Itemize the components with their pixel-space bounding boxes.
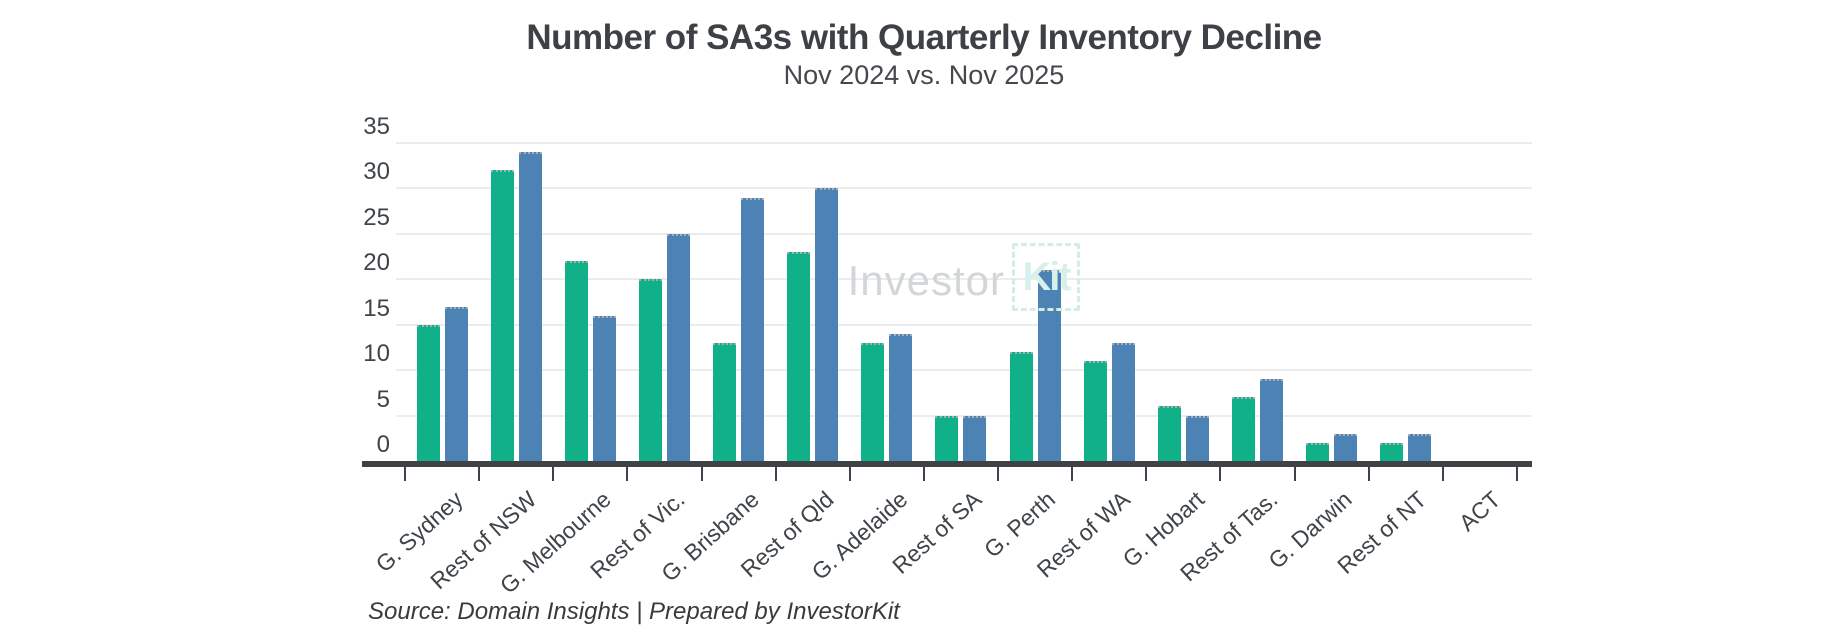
bar-nov2024-g-perth bbox=[1009, 351, 1033, 463]
x-axis-tick bbox=[774, 467, 777, 481]
y-axis-tick-label: 15 bbox=[363, 294, 390, 322]
x-axis-line bbox=[362, 461, 1532, 467]
y-axis-tick-label: 5 bbox=[376, 385, 390, 413]
bar-nov2024-g-melbourne bbox=[564, 261, 588, 463]
x-axis-tick bbox=[700, 467, 703, 481]
x-axis-tick bbox=[922, 467, 925, 481]
x-axis-tick bbox=[848, 467, 851, 481]
gridline-y-10 bbox=[396, 369, 1532, 372]
bar-nov2025-rest-of-qld bbox=[815, 188, 839, 463]
x-axis-tick bbox=[1367, 467, 1370, 481]
x-axis-tick bbox=[626, 467, 629, 481]
bar-nov2025-rest-of-nsw bbox=[518, 152, 542, 463]
source-note: Source: Domain Insights | Prepared by In… bbox=[368, 598, 900, 625]
bar-nov2025-g-melbourne bbox=[592, 315, 616, 463]
bar-nov2024-g-hobart bbox=[1157, 406, 1181, 463]
y-axis-tick-label: 30 bbox=[363, 158, 390, 186]
gridline-y-20 bbox=[396, 278, 1532, 281]
bar-nov2025-g-perth bbox=[1037, 270, 1061, 463]
bar-nov2024-rest-of-sa bbox=[935, 415, 959, 463]
x-axis-tick bbox=[1219, 467, 1222, 481]
x-axis-tick bbox=[1145, 467, 1148, 481]
bar-nov2025-rest-of-nt bbox=[1408, 433, 1432, 463]
x-axis-tick bbox=[1441, 467, 1444, 481]
y-axis-tick-label: 0 bbox=[376, 431, 390, 458]
bar-nov2025-g-adelaide bbox=[889, 333, 913, 463]
chart-subtitle: Nov 2024 vs. Nov 2025 bbox=[783, 60, 1065, 90]
bar-nov2024-rest-of-wa bbox=[1083, 361, 1107, 463]
x-axis-tick bbox=[478, 467, 481, 481]
gridline-y-30 bbox=[396, 187, 1532, 190]
bar-nov2024-g-sydney bbox=[416, 324, 440, 463]
chart-title: Number of SA3s with Quarterly Inventory … bbox=[526, 18, 1322, 57]
bar-nov2024-g-adelaide bbox=[861, 342, 885, 463]
bar-nov2024-g-darwin bbox=[1306, 442, 1330, 463]
bar-nov2024-rest-of-qld bbox=[787, 252, 811, 463]
y-axis-tick-label: 35 bbox=[363, 112, 390, 140]
x-axis-tick bbox=[997, 467, 1000, 481]
bar-nov2024-rest-of-vic- bbox=[638, 279, 662, 463]
y-axis-tick-label: 25 bbox=[363, 203, 390, 231]
x-axis-tick bbox=[1515, 467, 1518, 481]
gridline-y-35 bbox=[396, 141, 1532, 144]
bar-nov2024-rest-of-nsw bbox=[490, 170, 514, 463]
y-axis-tick-label: 10 bbox=[363, 340, 390, 368]
bar-nov2025-g-sydney bbox=[444, 306, 468, 463]
x-axis-tick bbox=[1293, 467, 1296, 481]
bar-nov2025-g-hobart bbox=[1185, 415, 1209, 463]
bar-nov2024-g-brisbane bbox=[713, 342, 737, 463]
bar-nov2024-rest-of-tas- bbox=[1231, 397, 1255, 463]
x-axis-tick bbox=[404, 467, 406, 481]
bar-nov2025-rest-of-vic- bbox=[666, 233, 690, 463]
bar-nov2024-rest-of-nt bbox=[1380, 442, 1404, 463]
y-axis-tick-label: 20 bbox=[363, 249, 390, 277]
bar-nov2025-rest-of-tas- bbox=[1259, 379, 1283, 463]
x-axis-category-label: ACT bbox=[1453, 486, 1506, 537]
x-axis-tick bbox=[552, 467, 555, 481]
bar-nov2025-rest-of-sa bbox=[963, 415, 987, 463]
bar-nov2025-g-brisbane bbox=[741, 197, 765, 463]
x-axis-tick bbox=[1071, 467, 1074, 481]
bar-nov2025-g-darwin bbox=[1334, 433, 1358, 463]
gridline-y-25 bbox=[396, 232, 1532, 235]
bar-nov2025-rest-of-wa bbox=[1111, 342, 1135, 463]
gridline-y-15 bbox=[396, 323, 1532, 326]
